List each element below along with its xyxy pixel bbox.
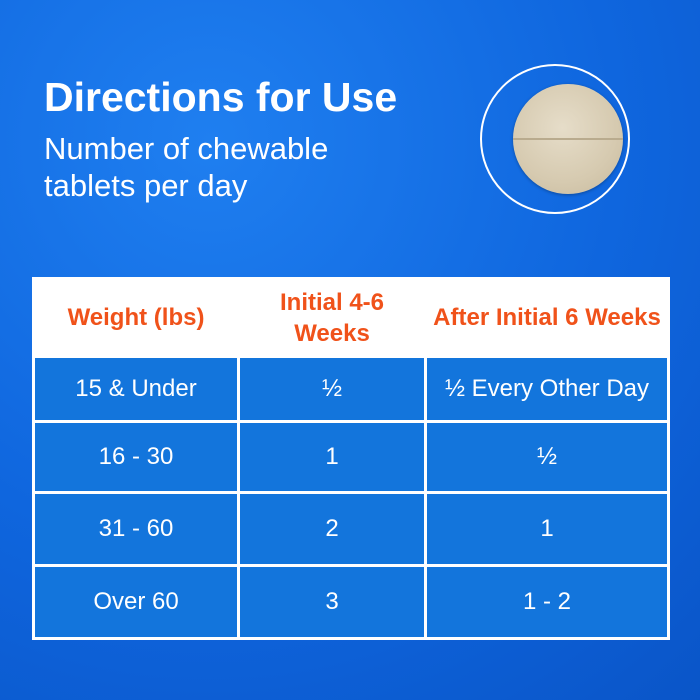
cell-after: ½ <box>424 420 670 494</box>
cell-after: ½ Every Other Day <box>424 355 670 423</box>
chewable-tablet-icon <box>513 84 623 194</box>
header-weight: Weight (lbs) <box>32 277 240 358</box>
cell-initial: 3 <box>237 564 427 640</box>
cell-initial: ½ <box>237 355 427 423</box>
cell-weight: Over 60 <box>32 564 240 640</box>
cell-initial: 1 <box>237 420 427 494</box>
page-subtitle: Number of chewable tablets per day <box>44 131 329 203</box>
cell-weight: 16 - 30 <box>32 420 240 494</box>
cell-weight: 31 - 60 <box>32 491 240 567</box>
cell-after: 1 - 2 <box>424 564 670 640</box>
table-row: Over 60 3 1 - 2 <box>32 564 670 640</box>
dosage-table: Weight (lbs) Initial 4-6 Weeks After Ini… <box>32 277 670 640</box>
header-initial: Initial 4-6 Weeks <box>237 277 427 358</box>
table-row: 31 - 60 2 1 <box>32 491 670 567</box>
page-title: Directions for Use <box>44 74 398 120</box>
table-row: 16 - 30 1 ½ <box>32 420 670 494</box>
cell-after: 1 <box>424 491 670 567</box>
header-after: After Initial 6 Weeks <box>424 277 670 358</box>
table-row: 15 & Under ½ ½ Every Other Day <box>32 355 670 423</box>
table-header-row: Weight (lbs) Initial 4-6 Weeks After Ini… <box>32 277 670 358</box>
cell-initial: 2 <box>237 491 427 567</box>
tablet-ring <box>480 64 630 214</box>
cell-weight: 15 & Under <box>32 355 240 423</box>
